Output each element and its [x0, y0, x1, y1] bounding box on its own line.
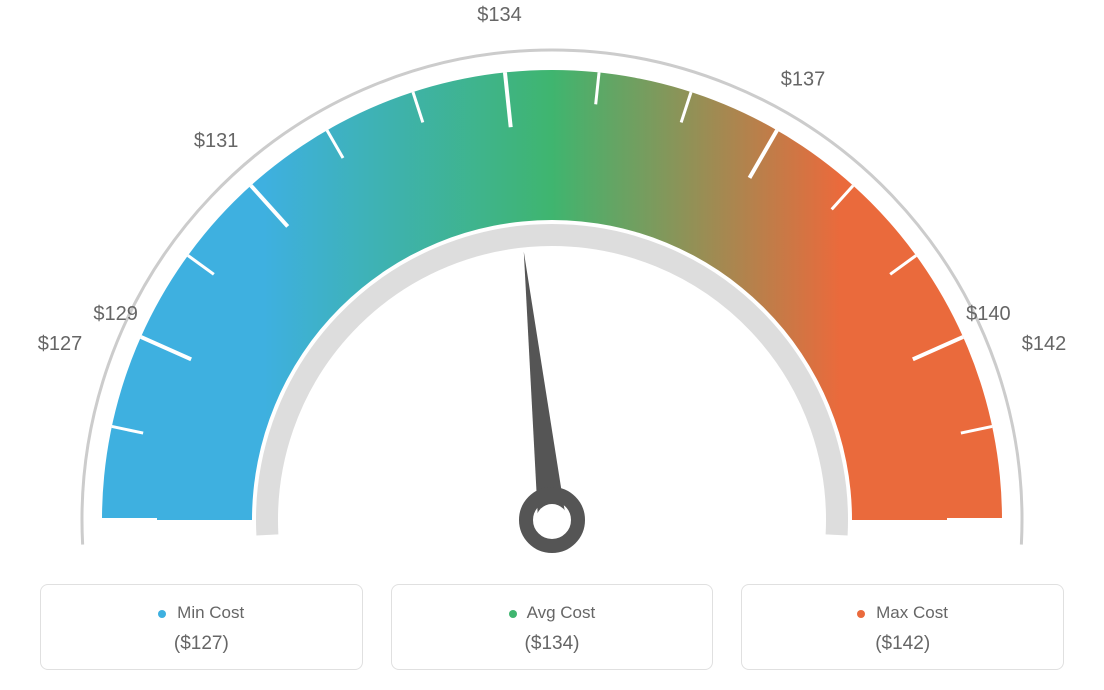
gauge-tick-label: $140 — [966, 303, 1011, 325]
needle-hub-inner — [536, 504, 568, 536]
gauge-needle — [524, 251, 566, 521]
avg-cost-label: Avg Cost — [527, 603, 596, 622]
gauge-svg: $127 $129 $131 $134 $137 $140 $142 — [0, 0, 1104, 570]
max-cost-title: Max Cost — [752, 603, 1053, 623]
dot-icon — [857, 610, 865, 618]
gauge-tick-label: $129 — [93, 303, 138, 325]
summary-cards: Min Cost ($127) Avg Cost ($134) Max Cost… — [40, 584, 1064, 670]
gauge-tick-label: $134 — [477, 4, 522, 26]
avg-cost-value: ($134) — [402, 633, 703, 655]
max-cost-card: Max Cost ($142) — [741, 584, 1064, 670]
gauge-tick-label: $137 — [781, 68, 826, 90]
dot-icon — [509, 610, 517, 618]
max-cost-label: Max Cost — [876, 603, 948, 622]
gauge-tick-label: $131 — [194, 130, 239, 152]
min-cost-card: Min Cost ($127) — [40, 584, 363, 670]
gauge-area: $127 $129 $131 $134 $137 $140 $142 — [0, 0, 1104, 570]
avg-cost-title: Avg Cost — [402, 603, 703, 623]
cost-gauge-chart: { "gauge": { "type": "gauge", "min_value… — [0, 0, 1104, 690]
dot-icon — [158, 610, 166, 618]
min-cost-value: ($127) — [51, 633, 352, 655]
gauge-tick-label: $142 — [1022, 333, 1067, 355]
min-cost-title: Min Cost — [51, 603, 352, 623]
avg-cost-card: Avg Cost ($134) — [391, 584, 714, 670]
gauge-tick-label: $127 — [38, 333, 83, 355]
max-cost-value: ($142) — [752, 633, 1053, 655]
min-cost-label: Min Cost — [177, 603, 244, 622]
